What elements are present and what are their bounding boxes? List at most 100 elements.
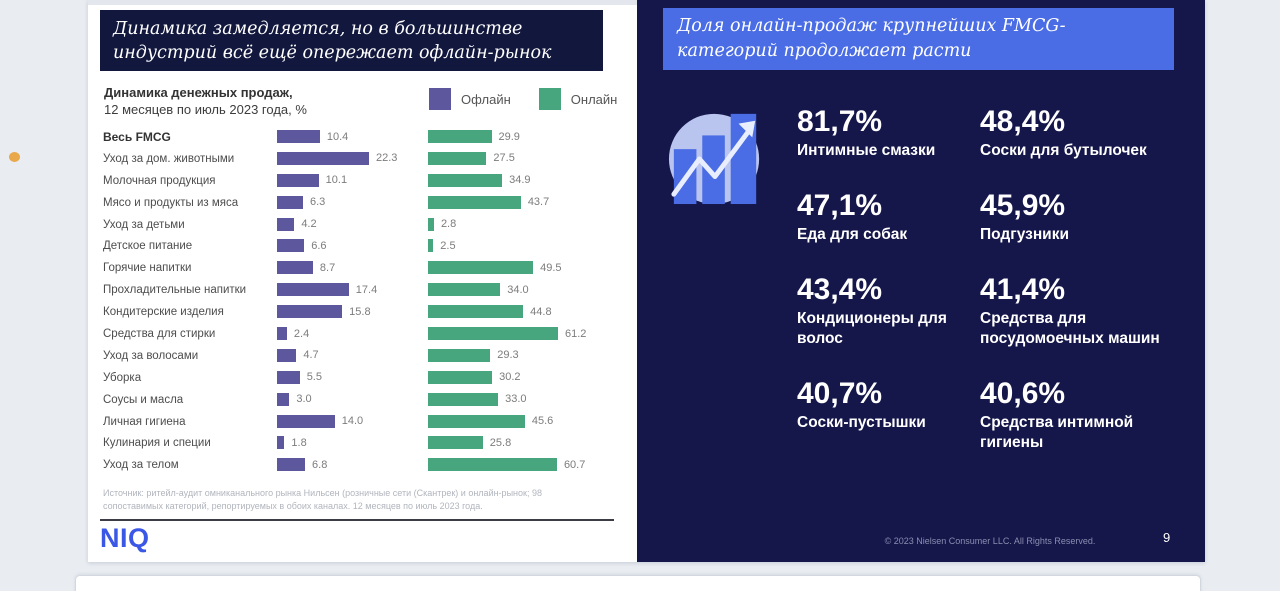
bar-chart: Весь FMCG 10.4 29.9 Уход за дом. животными 2… bbox=[103, 126, 628, 476]
category-label: Мясо и продукты из мяса bbox=[103, 196, 239, 209]
stat-value: 41,4% bbox=[980, 273, 1066, 306]
online-bar-value: 25.8 bbox=[489, 436, 512, 449]
category-label: Уборка bbox=[103, 371, 142, 384]
offline-bar-value: 15.8 bbox=[349, 305, 371, 318]
chart-row: Уборка 5.5 30.2 bbox=[103, 367, 628, 389]
online-bar-zone: 29.9 bbox=[428, 130, 628, 143]
offline-bar-value: 4.2 bbox=[301, 218, 317, 231]
online-bar-zone: 27.5 bbox=[428, 151, 628, 165]
stat-label: Интимные смазки bbox=[797, 142, 936, 159]
chart-row: Кулинария и специи 1.8 25.8 bbox=[103, 432, 628, 454]
online-bar-zone: 2.8 bbox=[428, 217, 628, 231]
category-label: Горячие напитки bbox=[103, 262, 192, 275]
next-slide-edge[interactable] bbox=[75, 575, 1201, 591]
offline-bar bbox=[277, 327, 287, 341]
right-title-box: Доля онлайн-продаж крупнейших FMCG-катег… bbox=[663, 8, 1174, 70]
category-label: Кондитерские изделия bbox=[103, 306, 224, 319]
offline-bar bbox=[277, 414, 335, 428]
chart-row: Соусы и масла 3.0 33.0 bbox=[103, 389, 628, 411]
stat-label: Соски-пустышки bbox=[797, 414, 926, 431]
chart-row: Прохладительные напитки 17.4 34.0 bbox=[103, 279, 628, 301]
legend-label: Онлайн bbox=[570, 91, 618, 107]
legend-label: Офлайн bbox=[461, 91, 511, 107]
online-bar bbox=[428, 305, 524, 319]
offline-bar-zone: 22.3 bbox=[277, 151, 427, 165]
chart-row: Личная гигиена 14.0 45.6 bbox=[103, 411, 628, 433]
offline-bar-zone: 5.5 bbox=[277, 370, 427, 384]
online-bar-zone: 45.6 bbox=[428, 414, 628, 428]
online-bar bbox=[428, 151, 487, 165]
chart-row: Весь FMCG 10.4 29.9 bbox=[103, 126, 628, 148]
online-bar-value: 34.9 bbox=[509, 174, 531, 187]
offline-bar bbox=[277, 130, 320, 143]
online-bar bbox=[428, 370, 493, 384]
online-bar bbox=[428, 458, 557, 472]
online-bar-value: 34.0 bbox=[507, 283, 529, 296]
stat-item: 41,4% Средства для посудомоечных машин bbox=[980, 272, 1193, 349]
offline-bar bbox=[277, 151, 369, 165]
offline-bar-zone: 1.8 bbox=[277, 436, 427, 450]
online-bar bbox=[428, 327, 558, 341]
stat-value: 81,7% bbox=[797, 105, 883, 138]
online-bar bbox=[428, 130, 492, 143]
offline-bar-zone: 15.8 bbox=[277, 305, 427, 319]
offline-bar-zone: 4.7 bbox=[277, 348, 427, 362]
online-bar-zone: 34.9 bbox=[428, 173, 628, 187]
online-bar-zone: 25.8 bbox=[428, 436, 628, 450]
category-label: Уход за волосами bbox=[103, 349, 199, 362]
page-number: 9 bbox=[1163, 530, 1171, 545]
growth-chart-icon bbox=[667, 105, 765, 212]
offline-bar-value: 8.7 bbox=[319, 261, 336, 274]
category-label: Детское питание bbox=[103, 240, 193, 253]
category-label: Весь FMCG bbox=[103, 129, 171, 144]
online-bar bbox=[428, 195, 521, 209]
offline-bar-zone: 8.7 bbox=[277, 261, 427, 275]
offline-bar-zone: 6.6 bbox=[277, 239, 427, 253]
offline-bar-value: 4.7 bbox=[303, 349, 319, 362]
chart-row: Горячие напитки 8.7 49.5 bbox=[103, 257, 628, 279]
offline-bar-value: 2.4 bbox=[293, 327, 310, 340]
online-bar-value: 27.5 bbox=[493, 152, 515, 165]
offline-bar bbox=[277, 458, 306, 472]
offline-bar-value: 10.1 bbox=[325, 174, 348, 187]
stat-item: 43,4% Кондиционеры для волос bbox=[797, 272, 980, 349]
online-bar bbox=[428, 436, 483, 450]
chart-row: Мясо и продукты из мяса 6.3 43.7 bbox=[103, 192, 628, 214]
offline-bar bbox=[277, 195, 303, 209]
offline-bar bbox=[277, 305, 343, 319]
category-label: Личная гигиена bbox=[103, 415, 186, 428]
offline-bar-zone: 10.1 bbox=[277, 173, 427, 187]
online-bar-zone: 33.0 bbox=[428, 392, 628, 406]
online-bar-zone: 43.7 bbox=[428, 195, 628, 209]
stat-value: 45,9% bbox=[980, 189, 1066, 222]
online-bar bbox=[428, 173, 503, 187]
online-bar-value: 2.5 bbox=[440, 239, 456, 252]
chart-title-line1: Динамика денежных продаж, bbox=[104, 85, 293, 100]
category-label: Молочная продукция bbox=[103, 174, 216, 187]
chart-row: Средства для стирки 2.4 61.2 bbox=[103, 323, 628, 345]
source-note: Источник: ритейл-аудит омниканального ры… bbox=[103, 488, 542, 511]
legend-swatch bbox=[538, 88, 561, 110]
offline-bar bbox=[277, 261, 313, 275]
offline-bar-value: 6.6 bbox=[311, 239, 327, 252]
offline-bar bbox=[277, 348, 297, 362]
chart-row: Уход за волосами 4.7 29.3 bbox=[103, 345, 628, 367]
stat-item: 45,9% Подгузники bbox=[980, 188, 1193, 245]
offline-bar-value: 1.8 bbox=[291, 436, 307, 449]
category-label: Прохладительные напитки bbox=[103, 284, 247, 297]
left-title: Динамика замедляется, но в большинстве и… bbox=[113, 19, 552, 64]
online-bar bbox=[428, 217, 434, 231]
online-bar-zone: 34.0 bbox=[428, 283, 628, 297]
online-bar-zone: 2.5 bbox=[428, 239, 628, 253]
copyright-text: © 2023 Nielsen Consumer LLC. All Rights … bbox=[884, 536, 1096, 546]
stat-item: 40,7% Соски-пустышки bbox=[797, 376, 980, 453]
online-bar-zone: 44.8 bbox=[428, 305, 628, 319]
online-bar-zone: 60.7 bbox=[428, 458, 628, 472]
category-label: Уход за детьми bbox=[103, 218, 185, 231]
stat-value: 40,6% bbox=[980, 377, 1066, 410]
offline-bar-value: 5.5 bbox=[306, 371, 322, 384]
offline-bar bbox=[277, 217, 295, 231]
online-bar bbox=[428, 283, 501, 297]
offline-bar-value: 3.0 bbox=[296, 393, 312, 406]
stat-label: Кондиционеры для волос bbox=[797, 310, 947, 347]
